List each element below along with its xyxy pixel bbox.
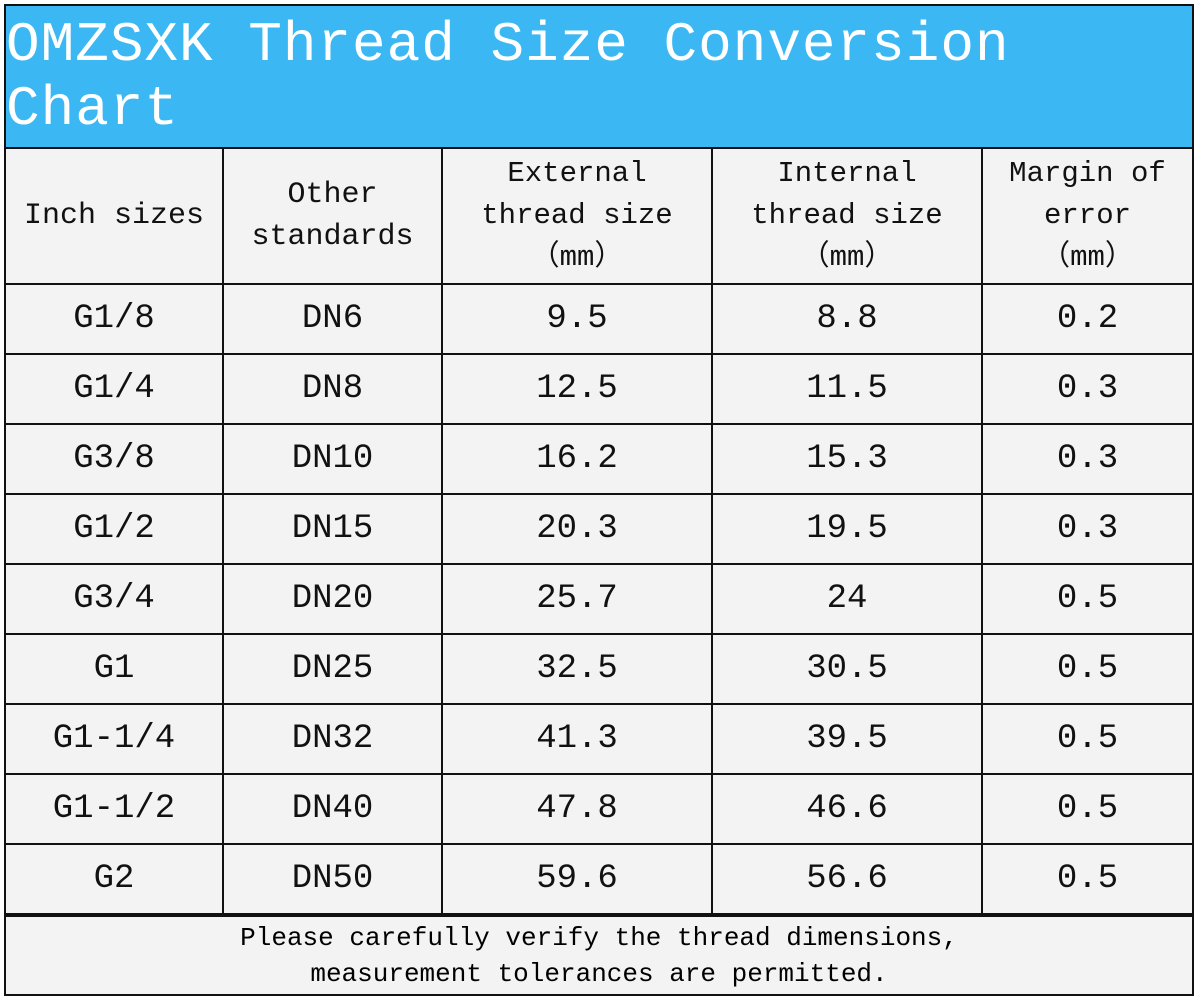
header-text: error	[1043, 199, 1131, 232]
data-cell: 0.5	[981, 563, 1192, 635]
data-cell: 47.8	[441, 773, 713, 845]
data-cell: 11.5	[711, 353, 983, 425]
data-cell: 24	[711, 563, 983, 635]
header-cell: Margin of error （mm）	[981, 149, 1192, 285]
data-cell: DN8	[222, 353, 443, 425]
data-cell: DN10	[222, 423, 443, 495]
data-cell: G1-1/4	[6, 703, 224, 775]
data-row: G1/2 DN15 20.3 19.5 0.3	[6, 493, 1192, 565]
data-cell: 0.3	[981, 353, 1192, 425]
header-text: （mm）	[530, 241, 624, 274]
data-cell: G3/4	[6, 563, 224, 635]
header-cell: Other standards	[222, 149, 443, 285]
data-cell: 0.5	[981, 773, 1192, 845]
data-cell: 32.5	[441, 633, 713, 705]
data-cell: 0.5	[981, 633, 1192, 705]
data-cell: G1/4	[6, 353, 224, 425]
header-text: （mm）	[1041, 241, 1134, 274]
data-cell: 59.6	[441, 843, 713, 915]
header-text: thread size	[481, 199, 673, 232]
header-text: Inch sizes	[23, 199, 205, 233]
footer-note: Please carefully verify the thread dimen…	[6, 915, 1192, 995]
data-row: G2 DN50 59.6 56.6 0.5	[6, 843, 1192, 915]
data-cell: G3/8	[6, 423, 224, 495]
header-text: Margin of	[1009, 157, 1166, 190]
data-cell: 0.3	[981, 423, 1192, 495]
data-cell: 56.6	[711, 843, 983, 915]
data-cell: DN20	[222, 563, 443, 635]
data-cell: 8.8	[711, 283, 983, 355]
footer-text: Please carefully verify the thread dimen…	[240, 923, 958, 953]
footer-text: measurement tolerances are permitted.	[310, 959, 888, 989]
data-cell: 0.5	[981, 843, 1192, 915]
header-text: Internal	[777, 157, 917, 190]
data-cell: 9.5	[441, 283, 713, 355]
data-cell: 41.3	[441, 703, 713, 775]
size-table: Inch sizes Other standards External thread s…	[6, 149, 1192, 915]
header-cell: Inch sizes	[6, 149, 224, 285]
data-cell: DN40	[222, 773, 443, 845]
data-cell: 16.2	[441, 423, 713, 495]
data-row: G1/8 DN6 9.5 8.8 0.2	[6, 283, 1192, 355]
header-text: Other	[287, 178, 378, 212]
data-cell: 46.6	[711, 773, 983, 845]
data-row: G1-1/2 DN40 47.8 46.6 0.5	[6, 773, 1192, 845]
data-row: G1-1/4 DN32 41.3 39.5 0.5	[6, 703, 1192, 775]
chart-card: OMZSXK Thread Size Conversion Chart Inch…	[4, 4, 1194, 996]
data-cell: 0.2	[981, 283, 1192, 355]
data-cell: 30.5	[711, 633, 983, 705]
data-cell: 39.5	[711, 703, 983, 775]
data-row: G3/4 DN20 25.7 24 0.5	[6, 563, 1192, 635]
data-cell: G1/2	[6, 493, 224, 565]
data-cell: 0.5	[981, 703, 1192, 775]
header-text: External	[507, 157, 647, 190]
data-cell: DN15	[222, 493, 443, 565]
data-cell: DN6	[222, 283, 443, 355]
data-cell: G1/8	[6, 283, 224, 355]
data-cell: 0.3	[981, 493, 1192, 565]
data-cell: DN25	[222, 633, 443, 705]
header-row: Inch sizes Other standards External thread s…	[6, 149, 1192, 285]
header-text: thread size	[751, 199, 943, 232]
data-row: G3/8 DN10 16.2 15.3 0.3	[6, 423, 1192, 495]
data-cell: G1-1/2	[6, 773, 224, 845]
data-row: G1/4 DN8 12.5 11.5 0.3	[6, 353, 1192, 425]
data-cell: G2	[6, 843, 224, 915]
data-cell: 20.3	[441, 493, 713, 565]
data-cell: DN32	[222, 703, 443, 775]
data-cell: 15.3	[711, 423, 983, 495]
data-cell: DN50	[222, 843, 443, 915]
header-text: （mm）	[800, 241, 894, 274]
title: OMZSXK Thread Size Conversion Chart	[6, 6, 1192, 149]
data-row: G1 DN25 32.5 30.5 0.5	[6, 633, 1192, 705]
header-text: standards	[251, 220, 414, 254]
data-cell: 25.7	[441, 563, 713, 635]
data-cell: 12.5	[441, 353, 713, 425]
data-cell: G1	[6, 633, 224, 705]
header-cell: Internal thread size （mm）	[711, 149, 983, 285]
data-cell: 19.5	[711, 493, 983, 565]
header-cell: External thread size （mm）	[441, 149, 713, 285]
